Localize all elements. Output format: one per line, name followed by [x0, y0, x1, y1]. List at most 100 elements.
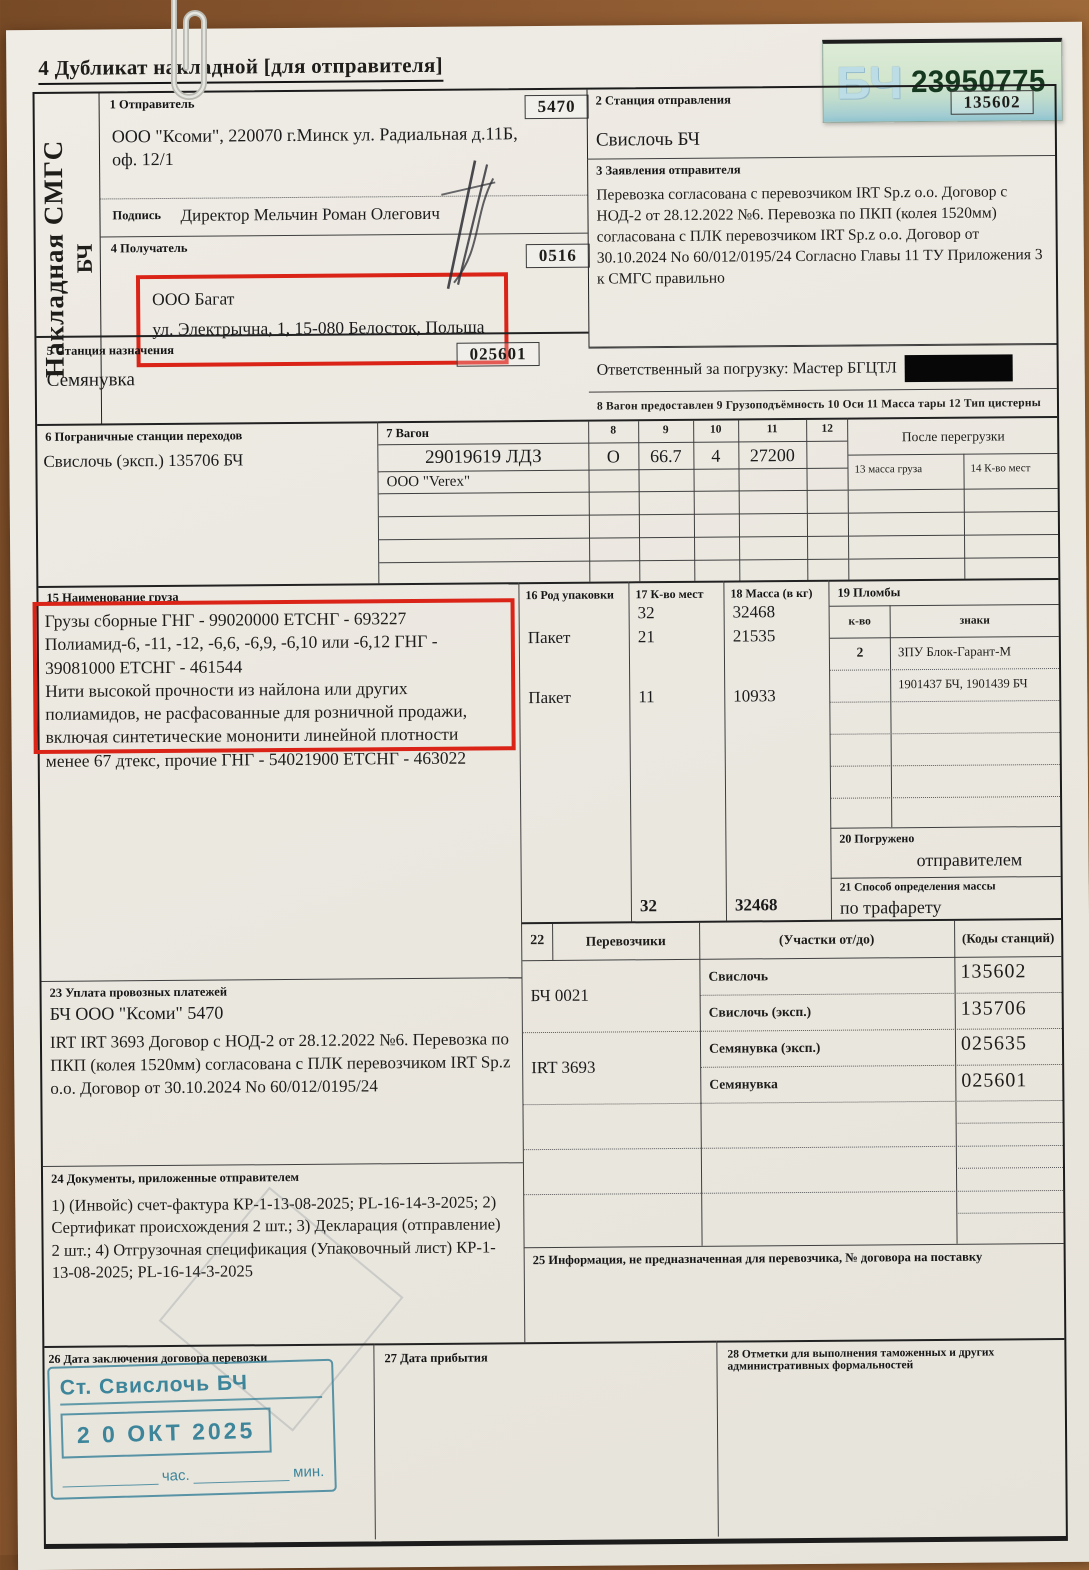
section-6-label: 6 Пограничные станции переходов	[45, 428, 243, 444]
wagon-columns-header: 8 Вагон предоставлен 9 Грузоподъёмность …	[588, 387, 1058, 420]
divider	[830, 731, 1060, 735]
section-25-info: 25 Информация, не предназначенная для пе…	[523, 1242, 1065, 1343]
stamp-date: 2 0 ОКТ 2025	[60, 1407, 272, 1459]
divider	[889, 605, 893, 828]
divider	[830, 763, 1060, 767]
divider	[700, 1063, 1063, 1068]
seals-qty-col: к-во	[848, 615, 871, 628]
mass-method-value: по трафарету	[839, 896, 942, 918]
waybill-document: 4 Дубликат накладной [для отправителя] Б…	[6, 21, 1089, 1570]
section-20-loaded-by: 20 Погружено отправителем	[830, 825, 1061, 878]
destination-station-code: 025601	[456, 342, 540, 367]
divider	[829, 603, 1059, 607]
seals-marks-col: знаки	[959, 614, 990, 627]
waybill-form: Накладная СМГС БЧ 1 Отправитель 5470 ООО…	[32, 83, 1068, 1549]
section-20-label: 20 Погружено	[839, 831, 915, 846]
places-row-1: 21	[637, 627, 655, 647]
section-22-carriers: 22 Перевозчики (Участки от/до) (Коды ста…	[521, 917, 1064, 1248]
packaging-row-1: Пакет	[527, 627, 571, 648]
wagon-v9: 66.7	[650, 445, 682, 467]
section-5-destination: 5 Станция назначения 025601 Семянувка	[36, 331, 590, 424]
section-17-label: 17 К-во мест	[635, 586, 704, 602]
section-21-mass-method: 21 Способ определения массы по трафарету	[830, 875, 1062, 920]
carrier-2-code-2: 025601	[961, 1069, 1028, 1092]
cargo-line-3: Нити высокой прочности из найлона или др…	[45, 677, 468, 771]
divider	[848, 487, 1058, 491]
signature-row: Подпись Директор Мельчин Роман Олегович	[100, 195, 588, 238]
wagon-v11: 27200	[749, 445, 795, 466]
border-stations-value: Свислочь (эксп.) 135706 БЧ	[43, 450, 244, 471]
section-27-arrival-date: 27 Дата прибытия	[374, 1340, 718, 1540]
signature-value: Директор Мельчин Роман Олегович	[180, 203, 440, 225]
loaded-by-value: отправителем	[916, 849, 1023, 871]
divider	[699, 991, 1062, 996]
places-row-2: 11	[638, 687, 655, 707]
section-23-label: 23 Уплата провозных платежей	[49, 984, 228, 1000]
section-21-label: 21 Способ определения массы	[839, 880, 996, 894]
section-18-mass: 18 Масса (в кг) 32468 21535 10933 32468	[723, 579, 832, 921]
section-28-label: 28 Отметки для выполнения таможенных и д…	[727, 1346, 995, 1373]
divider	[62, 1471, 159, 1488]
divider	[830, 667, 1060, 671]
places-row-0: 32	[637, 603, 655, 623]
redacted-name	[904, 354, 1013, 383]
seals-marks: ЗПУ Блок-Гарант-М	[897, 643, 1012, 660]
paperclip	[171, 0, 207, 100]
consignee-name: ООО Багат	[152, 288, 235, 310]
section-3-label: 3 Заявления отправителя	[596, 162, 741, 178]
section-27-label: 27 Дата прибытия	[384, 1350, 488, 1366]
mass-total: 32468	[734, 895, 778, 915]
destination-station-value: Семянувка	[46, 369, 135, 391]
section-7-wagon-table: 7 Вагон 8 9 10 11 12 29019619 ЛДЗ О 66.7…	[377, 417, 849, 584]
wagon-number: 29019619 ЛДЗ	[425, 446, 542, 468]
section-19-label: 19 Пломбы	[837, 585, 901, 600]
divider	[848, 452, 1058, 456]
responsible-text: Ответственный за погрузку: Мастер БГЦТЛ	[597, 354, 1013, 384]
carrier-2: IRT 3693	[531, 1057, 596, 1078]
stamp-station: Ст. Свислочь БЧ	[59, 1369, 323, 1406]
divider	[379, 535, 849, 541]
places-total: 32	[639, 896, 657, 916]
carrier-2-code-1: 025635	[960, 1032, 1028, 1055]
section-4-label: 4 Получатель	[110, 240, 188, 256]
section-23-payment: 23 Уплата провозных платежей БЧ ООО "Ксо…	[41, 977, 523, 1166]
divider	[830, 699, 1060, 703]
divider	[378, 512, 848, 518]
after-reload-label: После перегрузки	[901, 428, 1005, 445]
carrier-1: БЧ 0021	[530, 985, 589, 1006]
document-title: 4 Дубликат накладной [для отправителя]	[38, 52, 444, 85]
col-9-header: 9	[662, 424, 669, 437]
packaging-row-2: Пакет	[528, 687, 571, 708]
divider	[955, 1121, 1063, 1124]
divider	[524, 1189, 1064, 1196]
divider	[379, 558, 849, 564]
divider	[849, 556, 1059, 560]
side-label-sub: БЧ	[71, 243, 97, 274]
departure-station-value: Свислочь БЧ	[595, 128, 701, 151]
consignee-code: 0516	[525, 243, 590, 269]
section-2-departure-station: 2 Станция отправления 135602 Свислочь БЧ	[586, 85, 1056, 160]
divider	[523, 1144, 1063, 1151]
signature-label: Подпись	[112, 208, 162, 223]
station-date-stamp: Ст. Свислочь БЧ 2 0 ОКТ 2025 час. мин.	[47, 1358, 337, 1500]
col-11-header: 11	[766, 423, 778, 436]
section-28-customs-marks: 28 Отметки для выполнения таможенных и д…	[716, 1337, 1066, 1537]
stamp-hours-label: час.	[161, 1466, 190, 1485]
divider	[831, 795, 1061, 799]
codes-col-header: (Коды станций)	[961, 930, 1055, 946]
divider	[829, 635, 1059, 639]
stamp-time-line: час. мин.	[62, 1463, 325, 1488]
section-16-label: 16 Род упаковки	[525, 587, 614, 603]
sections-col-header: (Участки от/до)	[778, 931, 875, 948]
statements-text: Перевозка согласована с перевозчиком IRT…	[596, 183, 1043, 288]
col-13-header: 13 масса груза	[854, 463, 923, 476]
payment-line-2: IRT IRT 3693 Договор с НОД-2 от 28.12.20…	[49, 1029, 511, 1098]
section-7-label: 7 Вагон	[386, 425, 430, 441]
divider	[699, 922, 703, 1246]
carrier-2-station-1: Семянувка (эксп.)	[708, 1039, 821, 1056]
section-19-seals: 19 Пломбы к-во знаки 2 ЗПУ Блок-Гарант-М…	[828, 577, 1061, 828]
carrier-1-code-1: 135602	[960, 960, 1027, 983]
section-5-label: 5 Станция назначения	[46, 342, 175, 358]
section-22-number: 22	[530, 933, 545, 949]
handwritten-signature	[441, 160, 496, 290]
